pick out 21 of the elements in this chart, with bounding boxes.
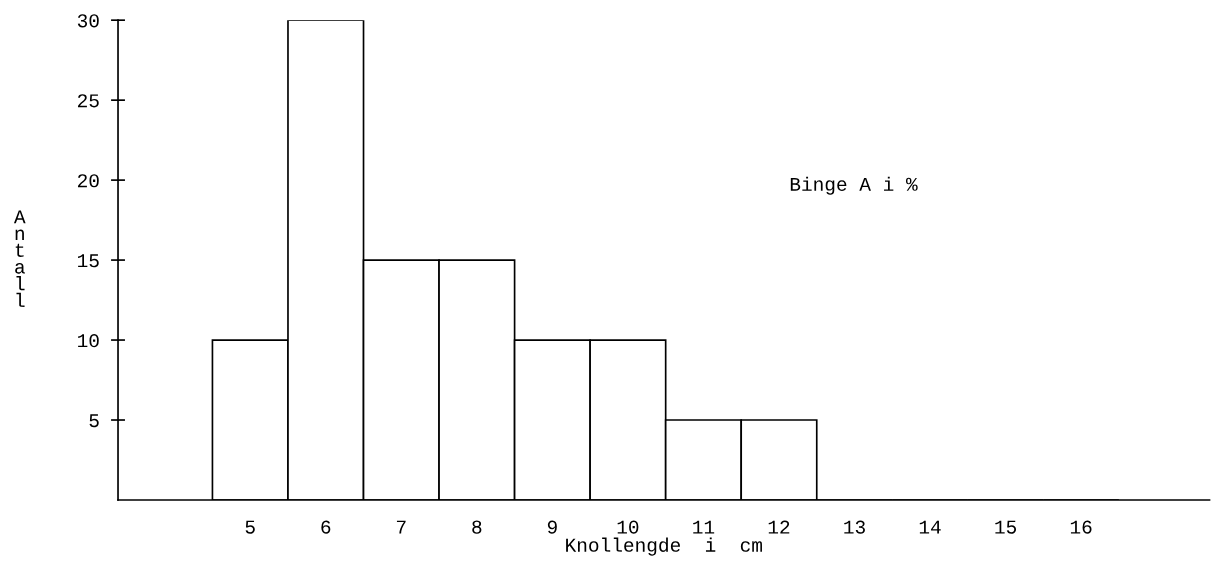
x-tick-label: 5 [245,520,255,534]
x-tick-label: 15 [995,520,1017,534]
x-tick-label: 6 [321,520,331,534]
x-tick-label: 12 [768,520,790,534]
x-tick-label: 14 [919,520,941,534]
x-tick-label: 11 [693,520,715,534]
y-tick-label: 10 [78,334,99,348]
x-tick-label: 10 [617,520,639,534]
y-tick-label: 5 [89,414,99,428]
y-tick-label: 30 [77,14,99,28]
y-tick-label: 20 [77,174,99,188]
y-axis-title: Antall [13,210,26,307]
y-tick-label: 25 [77,94,99,108]
x-tick-label: 16 [1070,520,1092,534]
x-tick-label: 9 [547,520,557,534]
x-tick-label: 8 [472,520,482,534]
annotation: Binge A i % [790,176,918,195]
y-tick-label: 15 [78,254,99,268]
x-tick-label: 7 [396,520,406,534]
x-tick-label: 13 [844,520,865,534]
x-axis-title: Knollengde i cm [566,537,762,556]
